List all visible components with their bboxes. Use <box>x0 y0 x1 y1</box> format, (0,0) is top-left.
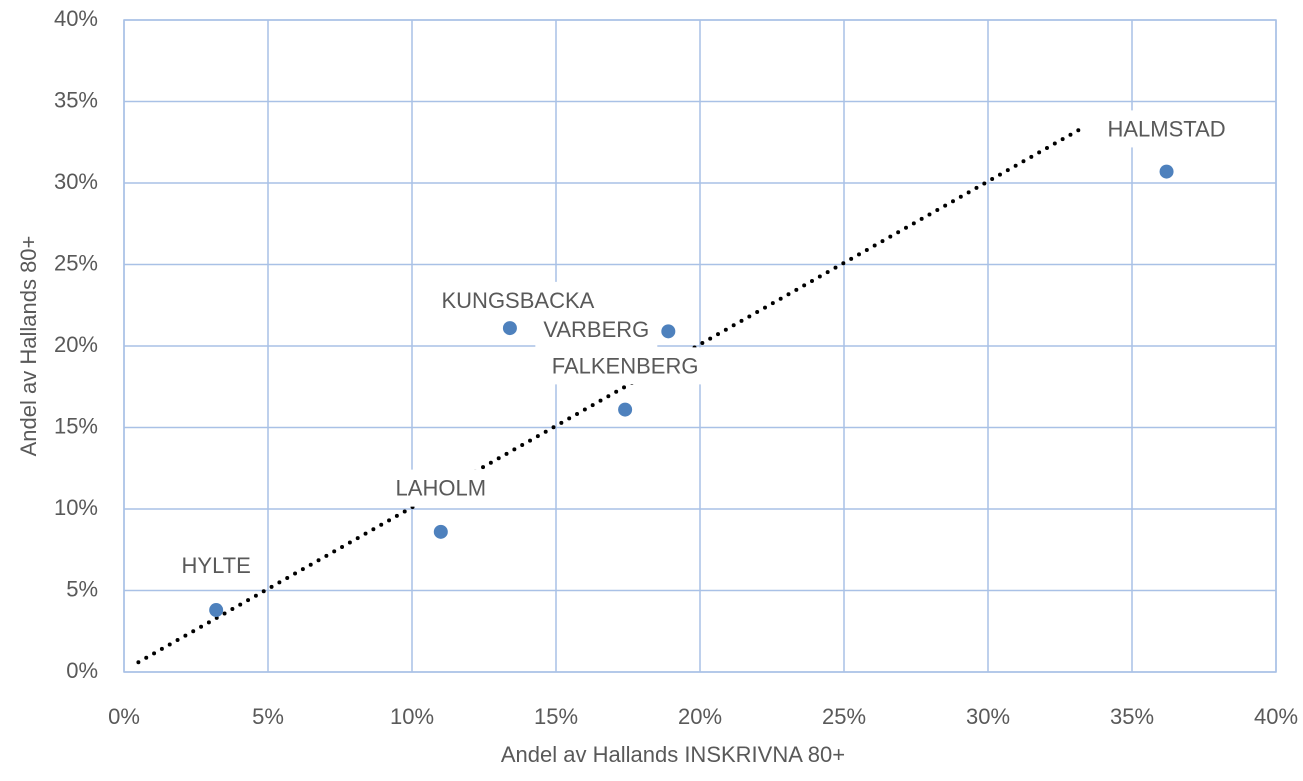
data-label: HYLTE <box>182 553 251 578</box>
y-tick-label: 30% <box>54 169 98 194</box>
y-tick-label: 40% <box>54 6 98 31</box>
x-tick-label: 20% <box>678 704 722 729</box>
x-tick-label: 10% <box>390 704 434 729</box>
data-point <box>433 524 448 539</box>
data-label-bg <box>1099 110 1234 148</box>
data-point <box>1159 164 1174 179</box>
data-point <box>209 603 224 618</box>
x-tick-label: 35% <box>1110 704 1154 729</box>
y-tick-label: 35% <box>54 87 98 112</box>
x-tick-label: 25% <box>822 704 866 729</box>
data-label-group: LAHOLM <box>387 469 495 507</box>
y-tick-label: 25% <box>54 250 98 275</box>
data-label-bg <box>173 546 259 584</box>
data-point <box>618 402 633 417</box>
data-label: KUNGSBACKA <box>442 288 595 313</box>
x-tick-label: 0% <box>108 704 140 729</box>
x-axis-title: Andel av Hallands INSKRIVNA 80+ <box>501 742 845 767</box>
trendline <box>136 125 1086 665</box>
x-tick-label: 40% <box>1254 704 1298 729</box>
data-label-group: VARBERG <box>535 311 658 349</box>
data-label-bg <box>543 347 707 385</box>
data-label-group: KUNGSBACKA <box>433 281 603 319</box>
data-label: LAHOLM <box>396 476 486 501</box>
data-label: VARBERG <box>543 317 649 342</box>
data-label: FALKENBERG <box>552 353 699 378</box>
data-label-group: HYLTE <box>173 546 259 584</box>
data-label: HALMSTAD <box>1107 116 1225 141</box>
data-label-bg <box>535 311 658 349</box>
y-tick-label: 0% <box>66 658 98 683</box>
data-point <box>661 324 676 339</box>
x-tick-label: 30% <box>966 704 1010 729</box>
data-label-bg <box>387 469 495 507</box>
y-tick-label: 15% <box>54 413 98 438</box>
data-label-group: FALKENBERG <box>543 347 707 385</box>
x-tick-label: 15% <box>534 704 578 729</box>
y-tick-label: 5% <box>66 576 98 601</box>
y-axis-title: Andel av Hallands 80+ <box>16 236 41 457</box>
data-point <box>502 321 517 336</box>
y-tick-label: 10% <box>54 495 98 520</box>
y-tick-label: 20% <box>54 332 98 357</box>
x-tick-label: 5% <box>252 704 284 729</box>
data-label-group: HALMSTAD <box>1099 110 1234 148</box>
